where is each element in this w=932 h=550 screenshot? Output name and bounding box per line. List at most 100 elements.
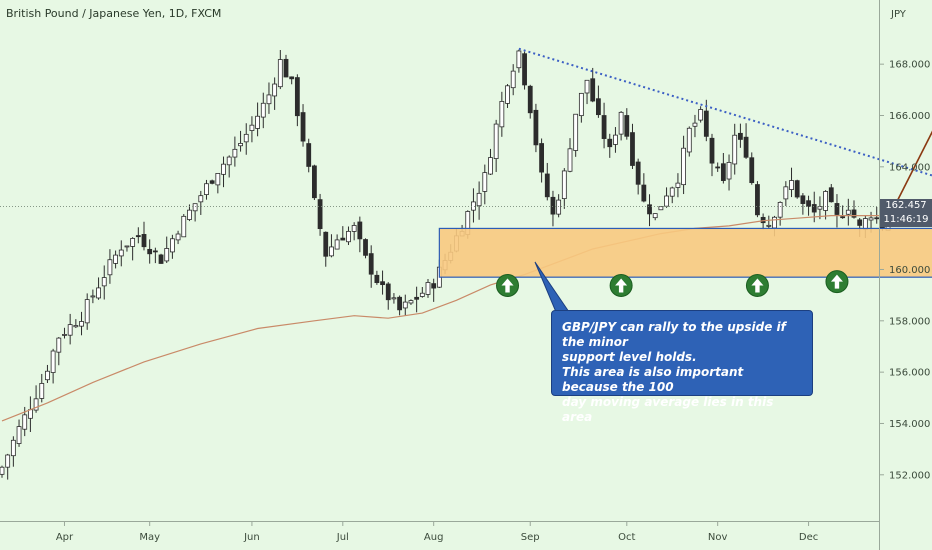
candle <box>658 206 664 211</box>
candle <box>641 173 647 203</box>
candle <box>686 126 692 157</box>
candle <box>573 113 579 157</box>
month-tick-label: May <box>139 532 160 543</box>
candle <box>62 327 67 339</box>
price-tick-label: 166.000 <box>889 111 930 122</box>
candle <box>294 74 300 127</box>
candle <box>198 190 204 215</box>
candle <box>425 278 431 298</box>
candle <box>647 194 652 227</box>
month-tick-label: Nov <box>708 532 728 543</box>
candle <box>124 245 130 252</box>
candle <box>374 270 380 285</box>
candle <box>169 234 175 259</box>
candle <box>510 64 516 96</box>
price-tick-label: 164.000 <box>889 162 930 173</box>
candle <box>226 155 232 178</box>
candle <box>783 181 789 206</box>
candle <box>0 465 5 478</box>
candle <box>527 84 533 119</box>
candle <box>118 240 124 267</box>
candle <box>834 194 840 228</box>
candle <box>300 104 306 147</box>
candle <box>414 286 420 313</box>
candle <box>715 162 721 172</box>
candle <box>539 138 544 183</box>
candle <box>789 167 794 198</box>
callout-line: This area is also important because the … <box>562 365 744 394</box>
candle <box>828 184 834 203</box>
candle <box>255 102 261 137</box>
candle <box>561 168 567 209</box>
candle <box>96 277 101 300</box>
countdown-tag: 11:46:19 <box>880 213 932 228</box>
candle <box>482 164 488 205</box>
candle <box>578 92 584 123</box>
candle <box>726 154 732 191</box>
candle <box>141 221 147 251</box>
callout-line: GBP/JPY can rally to the upside if the m… <box>562 320 786 349</box>
candle <box>147 239 153 264</box>
price-tick-label: 154.000 <box>889 419 930 430</box>
candle <box>243 123 249 155</box>
candle <box>181 214 187 238</box>
candle <box>130 237 136 261</box>
candle <box>618 111 624 141</box>
candle <box>334 234 340 250</box>
candle <box>232 136 238 167</box>
price-axis-unit: JPY <box>890 9 907 20</box>
candle <box>505 84 510 108</box>
candle <box>522 51 527 90</box>
candle <box>738 123 743 148</box>
time-axis-ticks: Apr May Jun Jul Aug Sep Oct Nov Dec <box>56 521 818 543</box>
candle <box>329 234 334 258</box>
month-tick-label: Jun <box>243 532 260 543</box>
candle <box>39 373 45 403</box>
candle <box>340 226 346 241</box>
candle <box>84 293 90 330</box>
candle <box>277 50 283 90</box>
projection-arrow <box>893 130 932 209</box>
candle <box>317 193 323 236</box>
candle <box>800 193 806 215</box>
candle <box>624 108 630 140</box>
candle <box>698 106 704 123</box>
candle <box>351 222 357 241</box>
candle <box>272 77 278 110</box>
candle <box>164 236 170 263</box>
price-tick-label: 160.000 <box>889 265 930 276</box>
month-tick-label: Apr <box>56 532 74 543</box>
candle <box>596 85 601 118</box>
candle <box>10 436 16 467</box>
candle <box>368 245 374 288</box>
candle <box>584 79 590 105</box>
candle <box>493 119 499 172</box>
candle <box>601 102 607 149</box>
candle <box>107 249 113 284</box>
candle <box>823 190 828 220</box>
candle <box>135 227 141 244</box>
candle <box>590 67 596 103</box>
candle <box>238 130 243 152</box>
candle <box>419 286 425 298</box>
candle <box>380 270 385 295</box>
candle <box>73 319 79 329</box>
candle <box>567 138 573 173</box>
candle <box>732 123 738 175</box>
candle <box>794 179 800 199</box>
candle <box>488 148 493 175</box>
candle <box>249 116 255 143</box>
candle <box>476 181 482 220</box>
candle <box>675 173 681 198</box>
month-tick-label: Dec <box>799 532 818 543</box>
candle <box>613 127 618 153</box>
candle <box>5 453 11 480</box>
candle <box>669 186 675 204</box>
analysis-callout: GBP/JPY can rally to the upside if the m… <box>551 310 813 424</box>
candle <box>652 213 658 221</box>
support-zone <box>438 227 932 278</box>
candle <box>692 114 698 138</box>
candle <box>845 198 851 226</box>
candle <box>187 204 192 222</box>
